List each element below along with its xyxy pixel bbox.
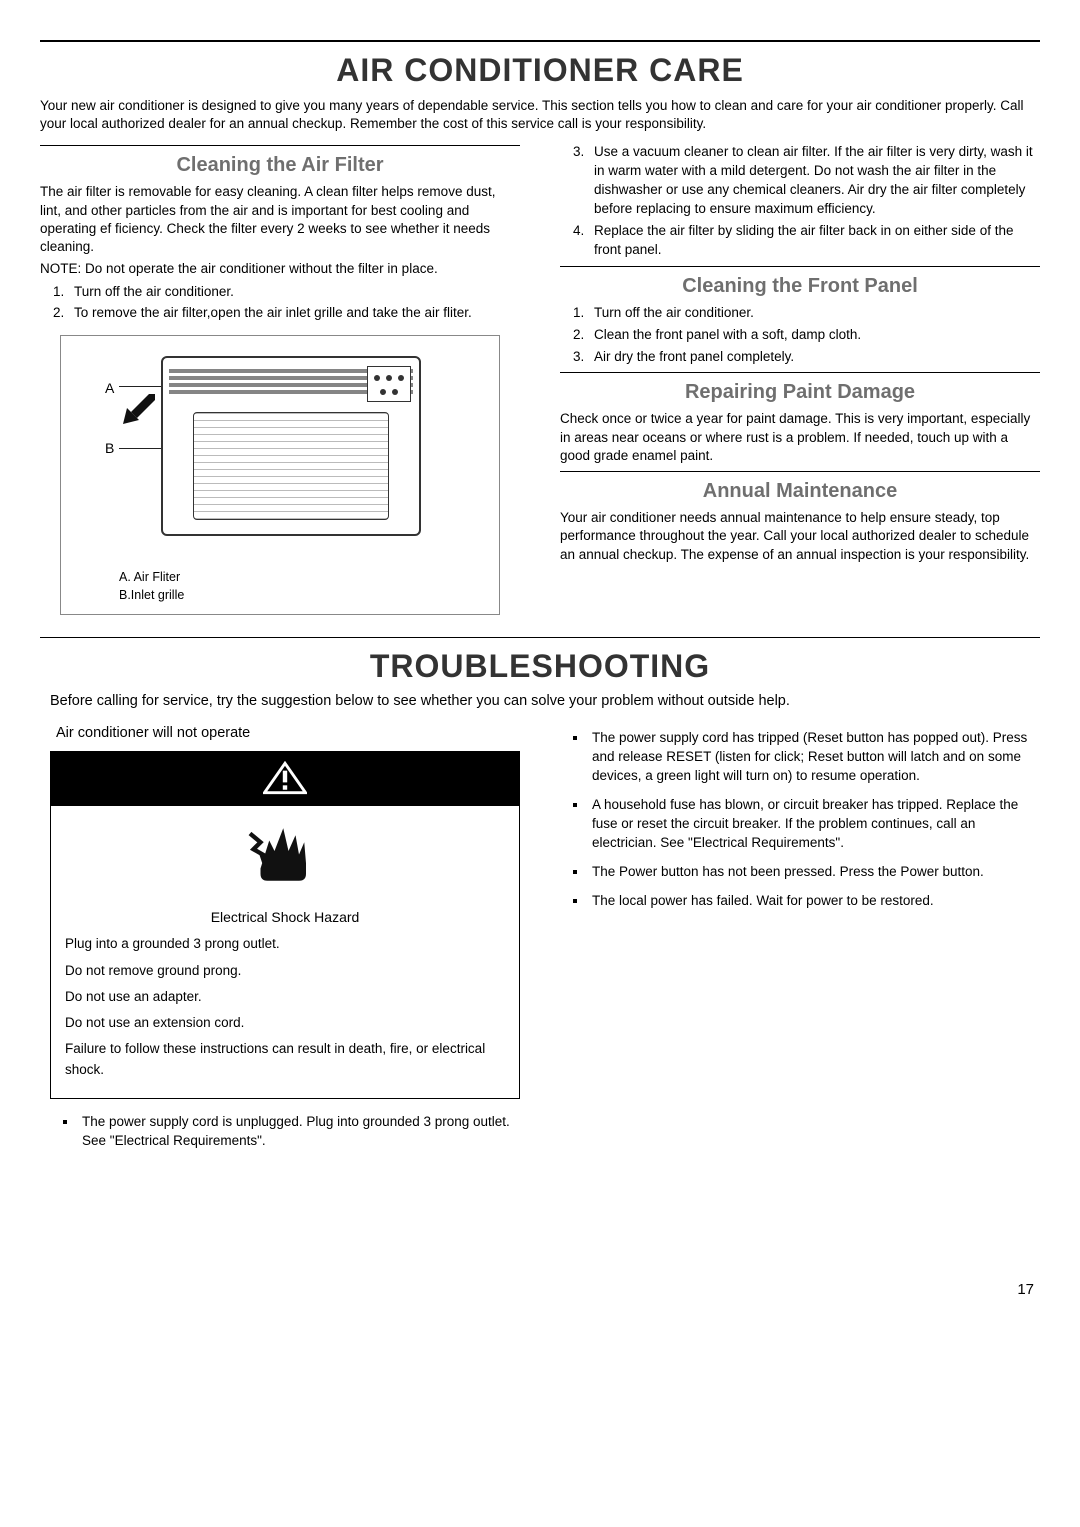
rule [560, 471, 1040, 472]
ts-left-bullets: The power supply cord is unplugged. Plug… [50, 1113, 520, 1151]
warning-triangle-icon [210, 761, 360, 798]
warning-label: Electrical Shock Hazard [65, 907, 505, 928]
ac-control-panel [367, 366, 411, 402]
list-item: Clean the front panel with a soft, damp … [588, 326, 1040, 345]
warning-header [51, 752, 519, 806]
list-item: Use a vacuum cleaner to clean air filter… [588, 143, 1040, 219]
list-item: To remove the air filter,open the air in… [68, 304, 520, 323]
warning-line: Failure to follow these instructions can… [65, 1039, 505, 1080]
annual-para: Your air conditioner needs annual mainte… [560, 509, 1040, 564]
legend-b: B.Inlet grille [119, 587, 184, 605]
ts-right-bullets: The power supply cord has tripped (Reset… [560, 729, 1030, 910]
warning-line: Plug into a grounded 3 prong outlet. [65, 934, 505, 954]
problem-label: Air conditioner will not operate [56, 725, 520, 741]
paint-title: Repairing Paint Damage [560, 381, 1040, 404]
warning-text: Electrical Shock Hazard Plug into a grou… [51, 897, 519, 1098]
front-panel-steps: Turn off the air conditioner. Clean the … [560, 304, 1040, 367]
arrow-icon [119, 388, 159, 428]
annual-title: Annual Maintenance [560, 480, 1040, 503]
care-columns: Cleaning the Air Filter The air filter i… [40, 139, 1040, 623]
legend-a: A. Air Fliter [119, 569, 184, 587]
filter-steps-cont: Use a vacuum cleaner to clean air filter… [560, 143, 1040, 259]
list-item: Air dry the front panel completely. [588, 348, 1040, 367]
front-panel-title: Cleaning the Front Panel [560, 275, 1040, 298]
ac-unit-drawing [161, 356, 421, 536]
mid-rule [40, 637, 1040, 638]
warning-line: Do not remove ground prong. [65, 961, 505, 981]
diagram-label-a: A [105, 380, 114, 396]
filter-para: The air filter is removable for easy cle… [40, 183, 520, 256]
care-title: AIR CONDITIONER CARE [40, 52, 1040, 89]
warning-line: Do not use an extension cord. [65, 1013, 505, 1033]
filter-note: NOTE: Do not operate the air conditioner… [40, 260, 520, 278]
filter-steps: Turn off the air conditioner. To remove … [40, 283, 520, 324]
filter-title: Cleaning the Air Filter [40, 154, 520, 177]
diagram-label-b: B [105, 440, 114, 456]
list-item: The power supply cord has tripped (Reset… [588, 729, 1030, 786]
warning-line: Do not use an adapter. [65, 987, 505, 1007]
troubleshooting-intro: Before calling for service, try the sugg… [50, 693, 1030, 709]
troubleshooting-title: TROUBLESHOOTING [40, 648, 1040, 685]
list-item: Replace the air filter by sliding the ai… [588, 222, 1040, 260]
rule [560, 372, 1040, 373]
rule [560, 266, 1040, 267]
list-item: The power supply cord is unplugged. Plug… [78, 1113, 520, 1151]
ts-right-col: The power supply cord has tripped (Reset… [560, 723, 1030, 1160]
care-right-col: Use a vacuum cleaner to clean air filter… [560, 139, 1040, 623]
warning-box: Electrical Shock Hazard Plug into a grou… [50, 751, 520, 1099]
list-item: The local power has failed. Wait for pow… [588, 892, 1030, 911]
rule [40, 145, 520, 146]
top-rule [40, 40, 1040, 42]
care-left-col: Cleaning the Air Filter The air filter i… [40, 139, 520, 623]
shock-hand-icon [51, 806, 519, 897]
troubleshooting-columns: Air conditioner will not operate [50, 723, 1030, 1160]
list-item: Turn off the air conditioner. [588, 304, 1040, 323]
list-item: Turn off the air conditioner. [68, 283, 520, 302]
list-item: The Power button has not been pressed. P… [588, 863, 1030, 882]
diagram-legend: A. Air Fliter B.Inlet grille [119, 569, 184, 604]
care-intro: Your new air conditioner is designed to … [40, 97, 1040, 133]
paint-para: Check once or twice a year for paint dam… [560, 410, 1040, 465]
ac-inlet-grille [193, 412, 389, 520]
page-number: 17 [40, 1281, 1040, 1298]
filter-diagram: A B A. Air Fliter [60, 335, 500, 615]
ts-left-col: Air conditioner will not operate [50, 723, 520, 1160]
list-item: A household fuse has blown, or circuit b… [588, 796, 1030, 853]
